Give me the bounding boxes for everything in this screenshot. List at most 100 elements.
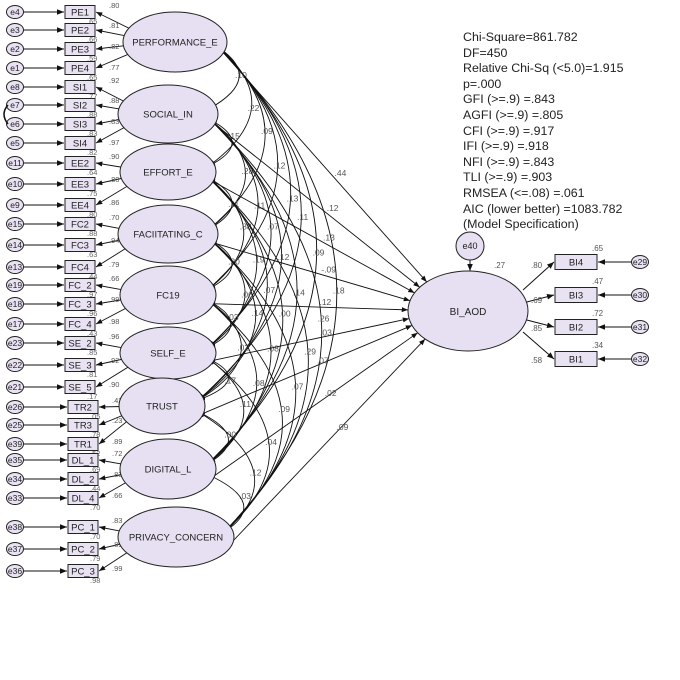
indicator-box — [64, 260, 96, 274]
error-term — [6, 453, 24, 467]
fit-stat-line: AIC (lower better) =1083.782 — [463, 201, 623, 216]
factor-loading-label: .98 — [109, 317, 119, 326]
r-squared-label: .63 — [87, 250, 97, 259]
correlation-label: .28 — [242, 166, 254, 176]
indicator-box — [64, 217, 96, 231]
r-squared-label: .96 — [87, 309, 97, 318]
factor-loading-label: .83 — [112, 470, 122, 479]
error-label: e4 — [10, 7, 20, 17]
correlation-label: .11 — [297, 212, 308, 222]
indicator-box — [67, 453, 99, 467]
error-term — [631, 320, 649, 334]
factor-loading-label: .99 — [112, 564, 122, 573]
error-label: e1 — [10, 63, 20, 73]
covariance-arc — [218, 47, 338, 532]
path-coefficient: -.09 — [321, 265, 336, 275]
indicator-box — [64, 358, 96, 372]
indicator-label: SE_5 — [68, 383, 91, 394]
structural-path — [211, 317, 410, 362]
error-label: e8 — [10, 82, 20, 92]
fit-stat-line: CFI (>=.9) =.917 — [463, 123, 555, 138]
indicator-label: PE4 — [71, 64, 89, 75]
latent-ellipse — [119, 265, 217, 325]
error-term — [6, 336, 24, 350]
covariance-arc — [208, 300, 232, 348]
error-label: e30 — [633, 290, 647, 300]
error-term — [6, 198, 24, 212]
indicator-box — [64, 156, 96, 170]
structural-path — [212, 242, 411, 302]
outcome-latent-ellipse — [407, 270, 529, 352]
factor-loading-label: .94 — [109, 236, 119, 245]
factor-loading-label: .89 — [112, 540, 122, 549]
correlation-label: .00 — [224, 430, 236, 440]
correlation-label: .07 — [263, 285, 275, 295]
r-squared-label: .85 — [87, 348, 97, 357]
correlation-label: .10 — [235, 70, 247, 80]
correlation-label: .26 — [318, 314, 330, 324]
covariance-arc — [208, 47, 318, 464]
r-squared-label: .65 — [592, 244, 604, 253]
error-label: e7 — [10, 100, 20, 110]
error-label: e38 — [8, 522, 22, 532]
correlation-label: .07 — [267, 222, 279, 232]
error-label: e3 — [10, 25, 20, 35]
indicator-box — [67, 418, 99, 432]
indicator-box — [64, 136, 96, 150]
covariance-arcs: .10 .22 .09 .12 .13 .11 .09 .18 .15 .28 .11 .07 .12.… — [198, 47, 345, 532]
r-squared-label: .44 — [87, 272, 97, 281]
factor-loading-label: .86 — [109, 198, 119, 207]
r-squared-label: .98 — [90, 576, 100, 585]
error-term — [6, 80, 24, 94]
error-label: e22 — [8, 360, 22, 370]
factor-loading-label: .89 — [112, 437, 122, 446]
latent-label: FACIITATING_C — [133, 230, 202, 241]
error-label: e39 — [8, 439, 22, 449]
indicator-label: FC4 — [71, 263, 89, 274]
indicator-label: TR3 — [74, 421, 92, 432]
error-label: e26 — [8, 402, 22, 412]
r-squared-label: .83 — [87, 129, 97, 138]
disturbance-term — [455, 231, 485, 261]
factor-loading-label: .42 — [112, 396, 122, 405]
error-term — [6, 238, 24, 252]
r-squared-label: .65 — [87, 73, 97, 82]
correlation-label: .03 — [227, 312, 239, 322]
indicator-box — [64, 198, 96, 212]
factor-loading-label: .99 — [109, 295, 119, 304]
latent-label: PERFORMANCE_E — [132, 38, 218, 49]
fit-stat-line: Relative Chi-Sq (<5.0)=1.915 — [463, 61, 624, 76]
error-label: e19 — [8, 280, 22, 290]
error-term — [6, 42, 24, 56]
correlation-label: .11 — [240, 399, 251, 409]
factor-loading-label: .23 — [112, 416, 122, 425]
error-term — [631, 352, 649, 366]
indicator-label: SI2 — [73, 101, 87, 112]
covariance-arc — [198, 411, 256, 532]
indicator-label: FC_3 — [68, 300, 91, 311]
error-term — [6, 564, 24, 578]
indicator-label: FC3 — [71, 241, 89, 252]
factor-loading-label: .79 — [109, 260, 119, 269]
factor-loading-arrow — [522, 331, 555, 360]
indicator-box — [64, 317, 96, 331]
r-squared-label: .81 — [87, 370, 97, 379]
r-squared-label: .88 — [87, 229, 97, 238]
indicator-label: FC_4 — [68, 320, 91, 331]
error-term — [6, 136, 24, 150]
indicator-box — [64, 5, 96, 19]
fit-stat-line: Chi-Square=861.782 — [463, 30, 578, 44]
indicator-label: SE_3 — [68, 361, 91, 372]
factor-loading-label: .90 — [109, 380, 119, 389]
error-term — [631, 288, 649, 302]
factor-loading-label: .69 — [531, 296, 543, 305]
fit-stat-line: (Model Specification) — [463, 217, 579, 232]
error-term — [6, 380, 24, 394]
factor-loading-label: .83 — [109, 117, 119, 126]
factor-loading-label: .66 — [112, 491, 122, 500]
indicator-label: FC2 — [71, 220, 89, 231]
r-squared-label: .82 — [87, 148, 97, 157]
measurement-model: .80.65PE1e4.81.66PE2e3.82.59PE3e2.77.65P… — [3, 1, 649, 585]
correlation-label: .12 — [278, 252, 290, 262]
correlation-label: .29 — [304, 347, 316, 357]
